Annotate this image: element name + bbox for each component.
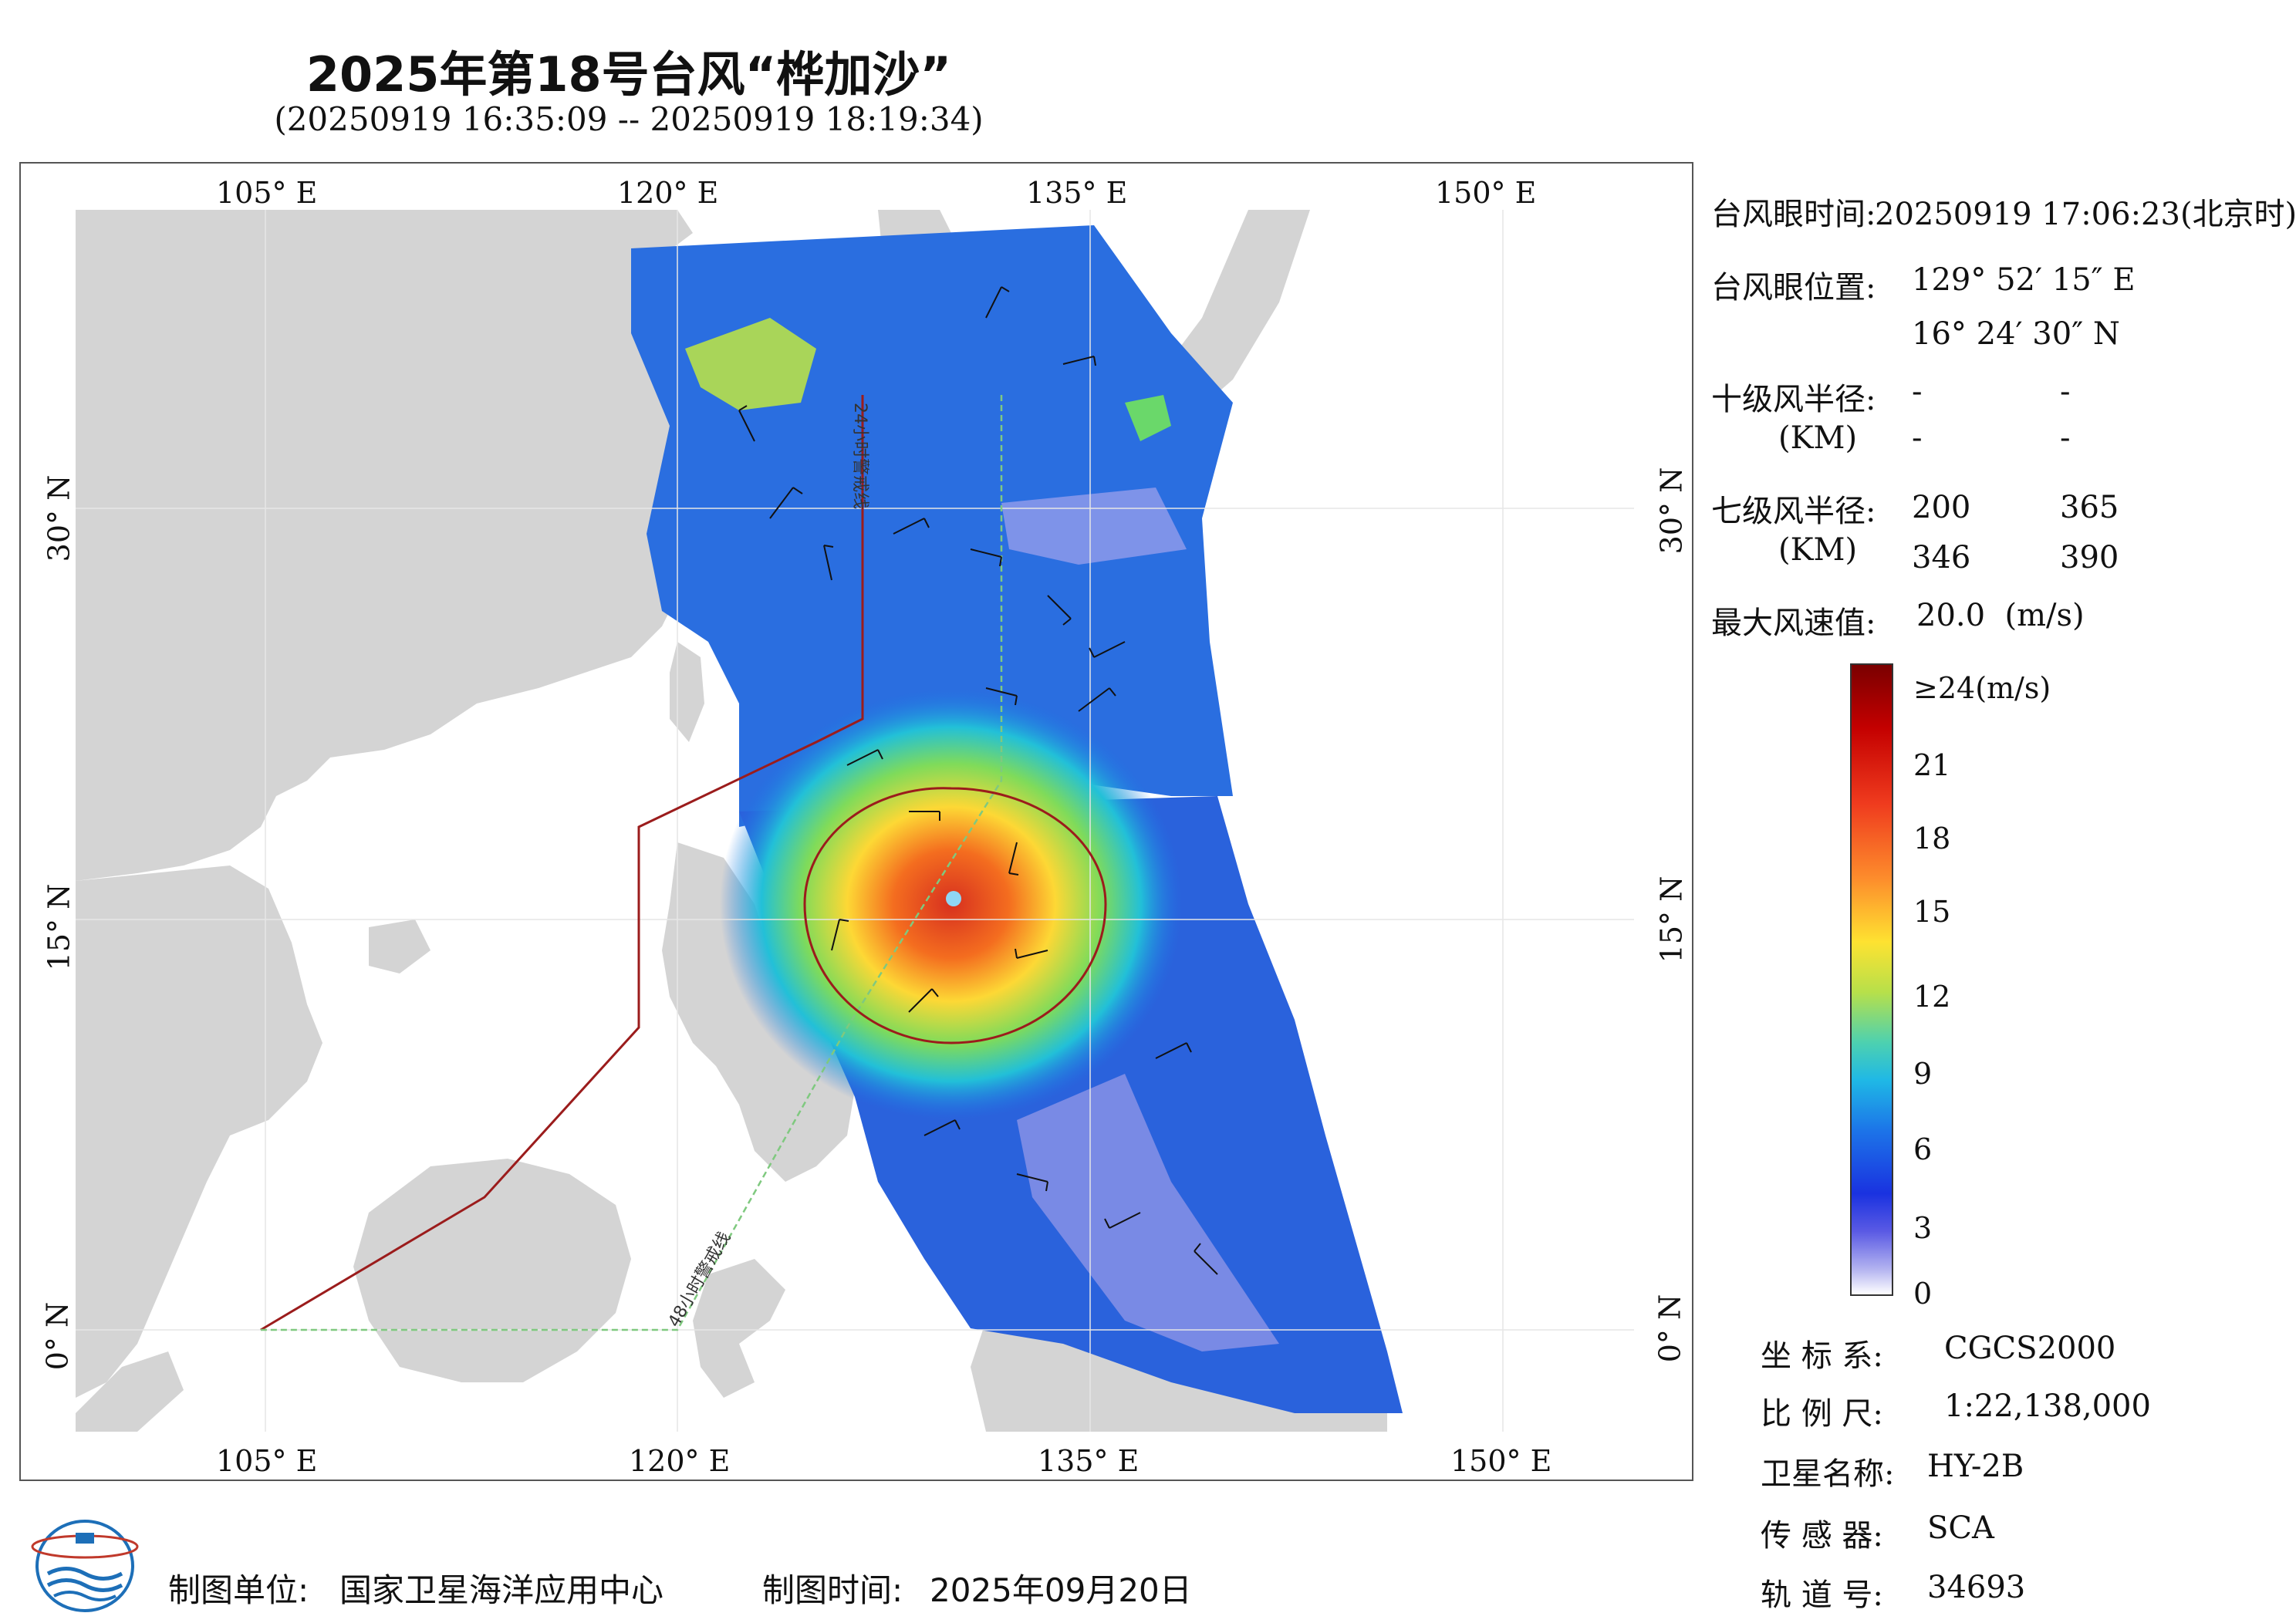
colorbar-label-15: 15 [1913, 895, 1951, 929]
wind-field-map: 24小时警戒线 48小时警戒线 [76, 210, 1634, 1432]
land-china [76, 210, 739, 881]
land-taiwan [670, 642, 704, 742]
coord-system-value: CGCS2000 [1944, 1331, 2116, 1366]
map-title: 2025年第18号台风“桦加沙” [306, 46, 952, 103]
lon-label-top-135: 135° E [1026, 176, 1128, 210]
swath-yellow-north [685, 318, 816, 410]
land-sulawesi [693, 1259, 785, 1398]
land-indochina [76, 865, 322, 1398]
wind-speed-colorbar [1850, 663, 1893, 1296]
land-japan [924, 210, 1310, 611]
r7-label: 七级风半径: [1711, 494, 1876, 529]
colorbar-label-9: 9 [1913, 1057, 1933, 1091]
graticule [76, 210, 1634, 1432]
production-time-value: 2025年09月20日 [930, 1571, 1192, 1609]
map-frame [19, 162, 1693, 1481]
r7-value-ne: 200 [1912, 490, 1971, 525]
lat-label-left-30: 30° N [42, 474, 76, 562]
colorbar-label-12: 12 [1913, 980, 1951, 1014]
colorbar-label-3: 3 [1913, 1211, 1933, 1245]
max-wind-value: 20.0 (m/s) [1916, 598, 2085, 633]
producer-value: 国家卫星海洋应用中心 [339, 1571, 664, 1609]
lon-label-bottom-105: 105° E [216, 1444, 318, 1478]
nsoas-logo [31, 1520, 139, 1612]
lat-label-right-15: 15° N [1654, 876, 1689, 963]
orbit-label: 轨 道 号: [1761, 1577, 1883, 1613]
colorbar-label-0: 0 [1913, 1277, 1933, 1311]
eye-lon: 129° 52′ 15″ E [1912, 262, 2136, 298]
eye-lat: 16° 24′ 30″ N [1912, 316, 2120, 352]
scale-value: 1:22,138,000 [1944, 1388, 2151, 1424]
sensor-value: SCA [1927, 1510, 1994, 1546]
lon-label-top-150: 150° E [1435, 176, 1537, 210]
lat-label-left-15: 15° N [42, 883, 76, 971]
swath-low-wind-band [1017, 1074, 1279, 1351]
lat-label-left-0: 0° N [40, 1301, 75, 1371]
typhoon-eye [946, 891, 961, 906]
lon-label-top-120: 120° E [617, 176, 719, 210]
coord-system-label: 坐 标 系: [1761, 1338, 1883, 1374]
orbit-value: 34693 [1927, 1570, 2026, 1605]
eye-time-label: 台风眼时间: [1711, 197, 1876, 232]
land-sumatra [76, 1351, 184, 1432]
r10-unit: (KM) [1778, 420, 1858, 456]
colorbar-label-21: 21 [1913, 748, 1951, 782]
r7-value-se: 365 [2060, 490, 2119, 525]
r10-value-ne: - [1912, 374, 1923, 410]
eye-time-value: 20250919 17:06:23(北京时) [1875, 197, 2296, 232]
colorbar-label-18: 18 [1913, 822, 1951, 855]
r7-value-nw: 390 [2060, 540, 2119, 575]
swath-low-wind-north [1001, 488, 1187, 565]
colorbar-label-6: 6 [1913, 1132, 1933, 1166]
swath-green-east [1125, 395, 1171, 441]
lon-label-bottom-120: 120° E [629, 1444, 731, 1478]
colorbar-label-24: ≥24(m/s) [1913, 671, 2051, 705]
production-time-label: 制图时间: [762, 1571, 903, 1609]
lon-label-top-105: 105° E [216, 176, 318, 210]
r10-value-sw: - [1912, 420, 1923, 456]
lon-label-bottom-150: 150° E [1450, 1444, 1552, 1478]
sensor-label: 传 感 器: [1761, 1518, 1883, 1554]
warning-line-24h [260, 395, 864, 1331]
eye-pos-label: 台风眼位置: [1711, 270, 1876, 305]
r10-value-nw: - [2060, 420, 2071, 456]
wind-radius-7-outline [803, 787, 1107, 1044]
land-borneo [353, 1159, 631, 1382]
warning-line-48h [261, 395, 1003, 1331]
r10-value-se: - [2060, 374, 2071, 410]
lat-label-right-0: 0° N [1653, 1294, 1687, 1363]
land-hainan [369, 919, 430, 973]
r7-unit: (KM) [1778, 532, 1858, 568]
time-range-subtitle: (20250919 16:35:09 -- 20250919 18:19:34) [274, 100, 984, 138]
scale-label: 比 例 尺: [1761, 1396, 1883, 1432]
lat-label-right-30: 30° N [1654, 467, 1689, 555]
satellite-value: HY-2B [1927, 1449, 2024, 1484]
lon-label-bottom-135: 135° E [1038, 1444, 1140, 1478]
max-wind-label: 最大风速值: [1711, 606, 1876, 641]
producer-label: 制图单位: [168, 1571, 309, 1609]
r7-value-sw: 346 [1912, 540, 1971, 575]
warning-label-24h: 24小时警戒线 [850, 403, 869, 509]
wind-barbs [738, 286, 1218, 1275]
r10-label: 十级风半径: [1711, 382, 1876, 417]
satellite-label: 卫星名称: [1761, 1456, 1895, 1492]
